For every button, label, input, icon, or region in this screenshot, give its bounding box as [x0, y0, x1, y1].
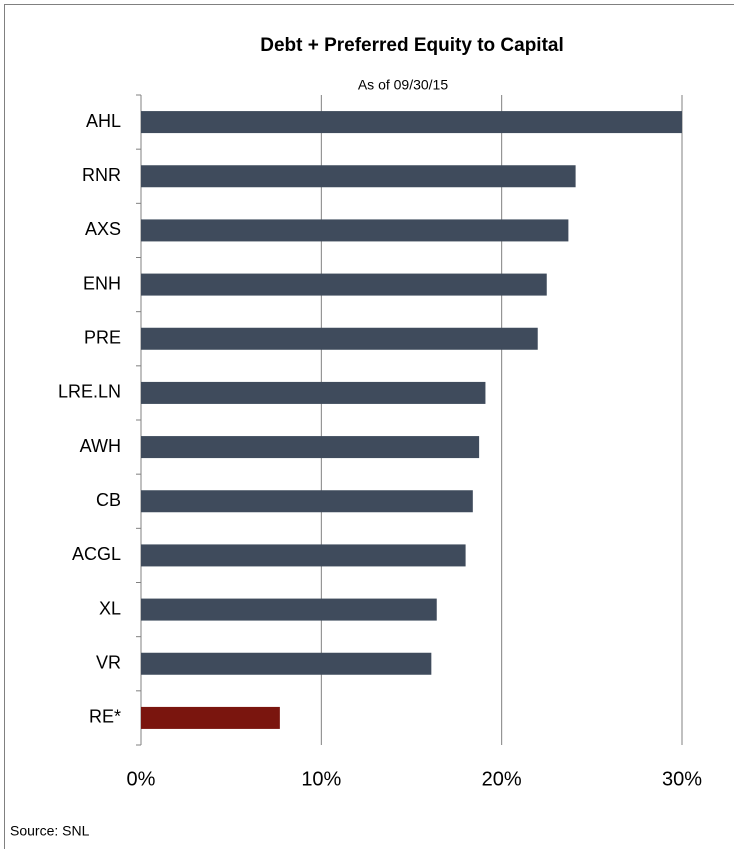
bar [141, 219, 568, 241]
bar [141, 653, 431, 675]
bar [141, 436, 479, 458]
y-tick-label: ENH [83, 273, 121, 293]
y-tick-label: AWH [80, 436, 121, 456]
bar [141, 707, 280, 729]
x-tick-label: 30% [662, 768, 702, 790]
x-tick-label: 0% [127, 768, 156, 790]
bar [141, 111, 682, 133]
y-tick-label: CB [96, 490, 121, 510]
y-tick-label: RNR [82, 165, 121, 185]
chart-subtitle: As of 09/30/15 [358, 77, 449, 93]
bar [141, 165, 576, 187]
bar [141, 274, 547, 296]
y-tick-label: XL [99, 598, 121, 618]
y-tick-label: PRE [84, 328, 121, 348]
y-tick-label: LRE.LN [58, 382, 121, 402]
bar [141, 382, 485, 404]
bar [141, 599, 437, 621]
y-tick-label: AHL [86, 111, 121, 131]
y-tick-label: RE* [89, 707, 121, 727]
x-tick-label: 10% [301, 768, 341, 790]
bar [141, 490, 473, 512]
y-tick-label: ACGL [72, 544, 121, 564]
x-tick-label: 20% [482, 768, 522, 790]
y-tick-label: AXS [85, 219, 121, 239]
bar [141, 544, 466, 566]
source-note: Source: SNL [10, 823, 90, 839]
y-tick-label: VR [96, 653, 121, 673]
bar [141, 328, 538, 350]
chart-title: Debt + Preferred Equity to Capital [260, 35, 564, 56]
